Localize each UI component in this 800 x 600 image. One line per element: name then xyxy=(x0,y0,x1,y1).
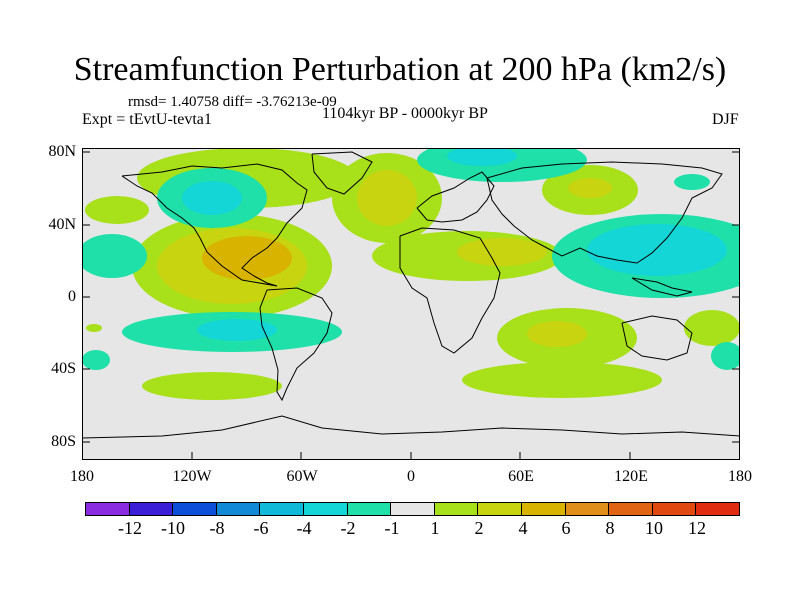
coast-australia xyxy=(621,315,693,361)
coast-asia xyxy=(486,161,723,264)
colorbar xyxy=(85,502,740,516)
colorbar-box xyxy=(173,503,217,515)
colorbar-box xyxy=(478,503,522,515)
lon-tick-180e: 180 xyxy=(728,468,752,485)
colorbar-box xyxy=(216,503,261,515)
lon-tick-60e: 60E xyxy=(508,468,534,485)
field-neg xyxy=(82,234,147,278)
field-neg xyxy=(674,174,710,190)
colorbar-box xyxy=(652,503,697,515)
lat-tick-40n: 40N xyxy=(48,216,76,233)
colorbar-label: -10 xyxy=(161,518,185,538)
colorbar-label: 12 xyxy=(688,518,706,538)
coast-antarctica xyxy=(82,415,740,439)
colorbar-label: 1 xyxy=(430,518,440,538)
field-pos xyxy=(684,310,740,346)
field-pos xyxy=(142,372,282,400)
field-neg xyxy=(447,148,517,166)
field-pos xyxy=(202,236,292,280)
tick-marks xyxy=(82,151,740,460)
season-label: DJF xyxy=(712,111,739,128)
coast-africa xyxy=(399,227,501,354)
coast-greenland xyxy=(311,151,373,195)
lat-tick-80s: 80S xyxy=(51,433,76,450)
colorbar-label: 6 xyxy=(561,518,571,538)
field-pos xyxy=(86,324,102,332)
colorbar-box xyxy=(696,503,739,515)
field-pos xyxy=(357,170,417,226)
field-pos xyxy=(568,178,612,198)
colorbar-label: -1 xyxy=(384,518,400,538)
field-neg xyxy=(182,181,242,215)
field-neg xyxy=(82,350,110,370)
field-neg xyxy=(587,224,727,276)
stats-line: rmsd= 1.40758 diff= -3.76213e-09 xyxy=(128,94,337,110)
experiment-label: Expt = tEvtU-tevta1 xyxy=(82,111,212,128)
colorbar-box xyxy=(303,503,348,515)
colorbar-label: 2 xyxy=(474,518,484,538)
lon-tick-120e: 120E xyxy=(614,468,648,485)
colorbar-box xyxy=(434,503,479,515)
period-label: 1104kyr BP - 0000kyr BP xyxy=(322,105,488,122)
colorbar-label: -6 xyxy=(253,518,269,538)
lon-tick-0: 0 xyxy=(407,468,415,485)
coast-indonesia xyxy=(631,277,693,297)
coast-north-america xyxy=(121,163,308,287)
colorbar-box xyxy=(391,503,435,515)
colorbar-box xyxy=(260,503,304,515)
lon-tick-180w: 180 xyxy=(70,468,94,485)
coast-south-america xyxy=(259,287,333,402)
lat-tick-80n: 80N xyxy=(48,143,76,160)
colorbar-label: -12 xyxy=(118,518,142,538)
field-pos xyxy=(462,362,662,398)
lon-tick-120w: 120W xyxy=(172,468,212,485)
lon-tick-60w: 60W xyxy=(286,468,318,485)
field-neg xyxy=(711,342,740,370)
coastlines xyxy=(82,151,740,439)
colorbar-label: -4 xyxy=(296,518,312,538)
plot-title: Streamfunction Perturbation at 200 hPa (… xyxy=(73,51,727,88)
colorbar-box xyxy=(609,503,653,515)
field-pos xyxy=(457,238,547,266)
map-plot xyxy=(82,148,740,460)
colorbar-box xyxy=(86,503,130,515)
lat-tick-0: 0 xyxy=(68,288,76,305)
field-pos xyxy=(527,321,587,347)
field-neg xyxy=(197,319,277,341)
colorbar-box xyxy=(521,503,566,515)
colorbar-label: 8 xyxy=(605,518,615,538)
colorbar-box xyxy=(347,503,392,515)
colorbar-label: -2 xyxy=(340,518,356,538)
colorbar-box xyxy=(129,503,174,515)
colorbar-label: 10 xyxy=(645,518,663,538)
lat-tick-40s: 40S xyxy=(51,360,76,377)
colorbar-label: 4 xyxy=(518,518,528,538)
colorbar-box xyxy=(565,503,610,515)
colorbar-label: -8 xyxy=(209,518,225,538)
field-pos xyxy=(85,196,149,224)
